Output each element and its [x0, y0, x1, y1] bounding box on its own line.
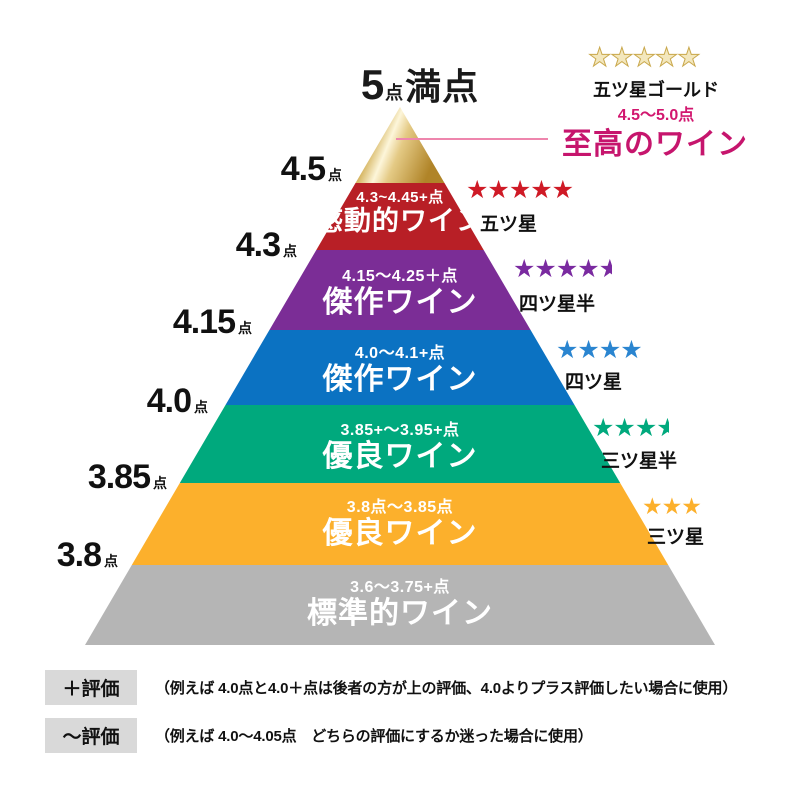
- star-icons: ★★★★★: [466, 176, 574, 204]
- band-range: 3.6～3.75+点: [350, 579, 450, 596]
- pyramid-level-purple: [269, 250, 531, 330]
- apex-score-range: 4.5～5.0点: [617, 107, 695, 124]
- five-star-gold-icons: ★★★★★: [588, 42, 702, 72]
- band-name: 傑作ワイン: [322, 286, 478, 320]
- pyramid-level-orange: [131, 483, 669, 565]
- title-suffix: 満点: [405, 66, 480, 107]
- band-label-emotional-wine: 4.3~4.45+点 感動的ワイン: [250, 189, 550, 237]
- plus-rating-badge: ＋評価: [45, 670, 137, 705]
- three-star-label: 三ツ星: [647, 527, 705, 548]
- note-plus-rating: ＋評価 （例えば 4.0点と4.0＋点は後者の方が上の評価、4.0よりプラス評価…: [45, 670, 737, 705]
- plus-rating-text: （例えば 4.0点と4.0＋点は後者の方が上の評価、4.0よりプラス評価したい場…: [155, 680, 738, 697]
- band-label-masterpiece-wine-upper: 4.15～4.25＋点 傑作ワイン: [250, 268, 550, 321]
- axis-value: 4.15: [172, 303, 236, 341]
- four-star-label: 四ツ星: [565, 372, 623, 393]
- four-star-icons: ★★★★: [556, 338, 655, 363]
- title-score: 5: [360, 61, 384, 108]
- axis-label-3-8: 3.8 点: [57, 538, 118, 572]
- band-label-standard-wine: 3.6～3.75+点 標準的ワイン: [250, 579, 550, 632]
- pyramid-level-gold: [355, 107, 445, 183]
- band-label-excellent-wine-upper: 3.85+～3.95+点 優良ワイン: [250, 422, 550, 475]
- five-star-icons: ★★★★★: [466, 178, 586, 203]
- axis-value: 4.0: [146, 382, 192, 420]
- band-label-excellent-wine-lower: 3.8点～3.85点 優良ワイン: [250, 499, 550, 552]
- band-name: 優良ワイン: [322, 440, 478, 474]
- axis-label-4-15: 4.15 点: [173, 305, 252, 339]
- axis-unit: 点: [194, 399, 208, 415]
- axis-label-4-0: 4.0 点: [147, 384, 208, 418]
- axis-label-4-5: 4.5 点: [281, 152, 342, 186]
- four-half-star-label: 四ツ星半: [519, 294, 596, 315]
- axis-unit: 点: [104, 553, 118, 569]
- band-range: 3.85+～3.95+点: [340, 422, 460, 439]
- title-score-unit: 点: [385, 83, 404, 103]
- star-icons: ★★★★: [556, 336, 643, 364]
- axis-value: 4.3: [235, 226, 281, 264]
- five-star-gold-label: 五ツ星ゴールド: [593, 80, 719, 100]
- pyramid-level-red: [316, 183, 484, 250]
- band-name: 優良ワイン: [322, 517, 478, 551]
- four-half-star-icons: ★★★★★: [513, 257, 612, 282]
- three-half-star-label: 三ツ星半: [601, 451, 678, 472]
- axis-unit: 点: [153, 475, 167, 491]
- axis-unit: 点: [328, 167, 342, 183]
- band-range: 4.0～4.1+点: [354, 345, 446, 362]
- half-star-icon: ★: [598, 257, 612, 282]
- band-range: 4.3~4.45+点: [356, 189, 444, 206]
- star-icons: ★★★: [642, 493, 702, 519]
- tilde-rating-badge: ～評価: [45, 718, 137, 753]
- star-icons: ★★★: [592, 414, 657, 442]
- axis-value: 3.85: [87, 458, 151, 496]
- axis-unit: 点: [238, 320, 252, 336]
- axis-label-3-85: 3.85 点: [88, 460, 167, 494]
- axis-label-4-3: 4.3 点: [236, 228, 297, 262]
- note-tilde-rating: ～評価 （例えば 4.0～4.05点 どちらの評価にするか迷った場合に使用）: [45, 718, 593, 753]
- band-range: 3.8点～3.85点: [346, 499, 454, 516]
- axis-value: 3.8: [56, 536, 102, 574]
- axis-value: 4.5: [280, 150, 326, 188]
- tilde-rating-text: （例えば 4.0～4.05点 どちらの評価にするか迷った場合に使用）: [155, 728, 593, 745]
- three-star-icons: ★★★: [642, 495, 713, 518]
- band-label-masterpiece-wine-lower: 4.0～4.1+点 傑作ワイン: [250, 345, 550, 398]
- band-name: 傑作ワイン: [322, 363, 478, 397]
- pyramid-graphic: [85, 107, 715, 645]
- pyramid-level-gray: [85, 565, 715, 645]
- pyramid-level-green: [179, 405, 621, 483]
- band-name: 感動的ワイン: [316, 206, 484, 237]
- axis-unit: 点: [283, 243, 297, 259]
- apex-wine-name: 至高のワイン: [562, 128, 748, 161]
- page-title: 5 点満点: [340, 58, 500, 110]
- band-range: 4.15～4.25＋点: [342, 268, 458, 285]
- five-star-label: 五ツ星: [480, 214, 538, 235]
- callout-line: [396, 138, 548, 140]
- three-half-star-icons: ★★★★: [592, 416, 669, 441]
- half-star-icon: ★: [656, 416, 670, 441]
- star-icons: ★★★★: [513, 255, 600, 283]
- pyramid-level-blue: [225, 330, 575, 405]
- band-name: 標準的ワイン: [307, 597, 493, 631]
